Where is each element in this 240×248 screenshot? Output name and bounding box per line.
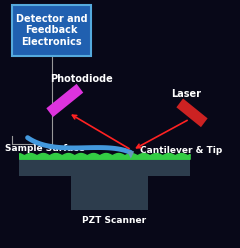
Text: PZT Scanner: PZT Scanner — [82, 216, 146, 225]
Polygon shape — [127, 151, 134, 159]
Text: Detector and
Feedback
Electronics: Detector and Feedback Electronics — [16, 14, 87, 47]
Polygon shape — [176, 98, 208, 127]
Text: Cantilever & Tip: Cantilever & Tip — [140, 146, 223, 155]
Polygon shape — [46, 84, 83, 117]
Bar — [71, 176, 148, 210]
FancyBboxPatch shape — [12, 5, 91, 56]
Text: Sample Surface: Sample Surface — [5, 144, 85, 153]
Text: Laser: Laser — [172, 89, 202, 99]
Text: Photodiode: Photodiode — [50, 74, 113, 84]
Bar — [19, 157, 190, 176]
